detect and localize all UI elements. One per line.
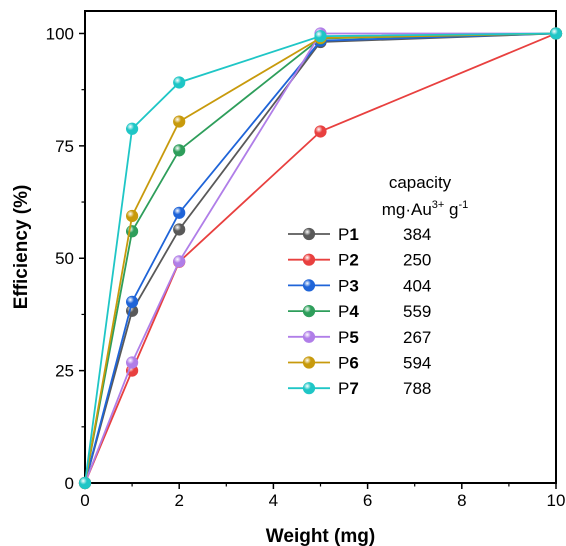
y-tick-label: 75 [55,137,74,156]
series-layer [78,27,563,490]
data-point-P1 [173,223,186,236]
data-point-P2 [314,125,327,138]
legend-header-capacity: capacity [389,173,452,192]
x-tick-label: 6 [363,491,372,510]
x-axis-title: Weight (mg) [266,526,375,546]
legend-marker-P7 [302,382,316,395]
legend-entry-P3: P3 404 [288,276,431,295]
x-tick-label: 8 [457,491,466,510]
legend-capacity-P6: 594 [403,354,431,373]
data-point-P7 [549,27,563,40]
y-tick-label: 0 [65,474,74,493]
legend-capacity-P3: 404 [403,276,431,295]
legend-label-P4: P4 [338,302,359,321]
y-axis-title: Efficiency (%) [11,185,32,310]
legend-marker-P5 [302,330,316,343]
legend-label-P2: P2 [338,251,359,270]
data-point-P5 [126,356,139,369]
legend-capacity-P1: 384 [403,225,431,244]
legend-marker-P4 [302,305,316,318]
y-tick-label: 50 [55,249,74,268]
legend-marker-P6 [302,356,316,369]
legend-entry-P6: P6 594 [288,354,431,373]
legend-entry-P1: P1 384 [288,225,431,244]
legend-entry-P5: P5 267 [288,328,431,347]
legend-marker-P1 [302,227,316,241]
series-P5 [78,27,563,490]
legend-label-P5: P5 [338,328,359,347]
legend-label-P7: P7 [338,379,359,398]
x-tick-label: 0 [80,491,89,510]
legend-capacity-P4: 559 [403,302,431,321]
x-tick-label: 4 [269,491,278,510]
series-P3 [78,27,563,490]
legend-entry-P4: P4 559 [288,302,431,321]
legend-entry-P2: P2 250 [288,251,431,270]
data-point-P6 [173,115,186,128]
legend-capacity-P5: 267 [403,328,431,347]
legend-label-P6: P6 [338,354,359,373]
data-point-P7 [314,30,327,43]
legend-label-P3: P3 [338,276,359,295]
data-point-P5 [173,255,186,268]
legend-marker-P2 [302,253,316,266]
data-point-P7 [78,476,92,490]
series-line-P3 [84,32,557,484]
data-point-P6 [126,209,139,223]
legend-label-P1: P1 [338,225,359,244]
plot-frame [84,10,557,484]
series-P7 [78,27,563,490]
data-point-P7 [126,122,139,135]
series-P2 [78,27,563,490]
y-tick-label: 100 [46,24,74,43]
x-tick-label: 10 [547,491,566,510]
legend-capacity-P7: 788 [403,379,431,398]
series-P6 [78,27,563,490]
data-point-P3 [173,206,186,219]
y-tick-label: 25 [55,362,74,381]
legend-entry-P7: P7 788 [288,379,431,398]
x-tick-label: 2 [174,491,183,510]
series-P4 [78,27,563,490]
data-point-P3 [126,295,139,308]
data-point-P7 [173,76,186,89]
legend-marker-P3 [302,279,316,292]
data-point-P4 [173,144,186,157]
series-P1 [78,27,563,490]
legend-header-units: mg·Au3+ g-1 [382,199,469,219]
legend-capacity-P2: 250 [403,251,431,270]
